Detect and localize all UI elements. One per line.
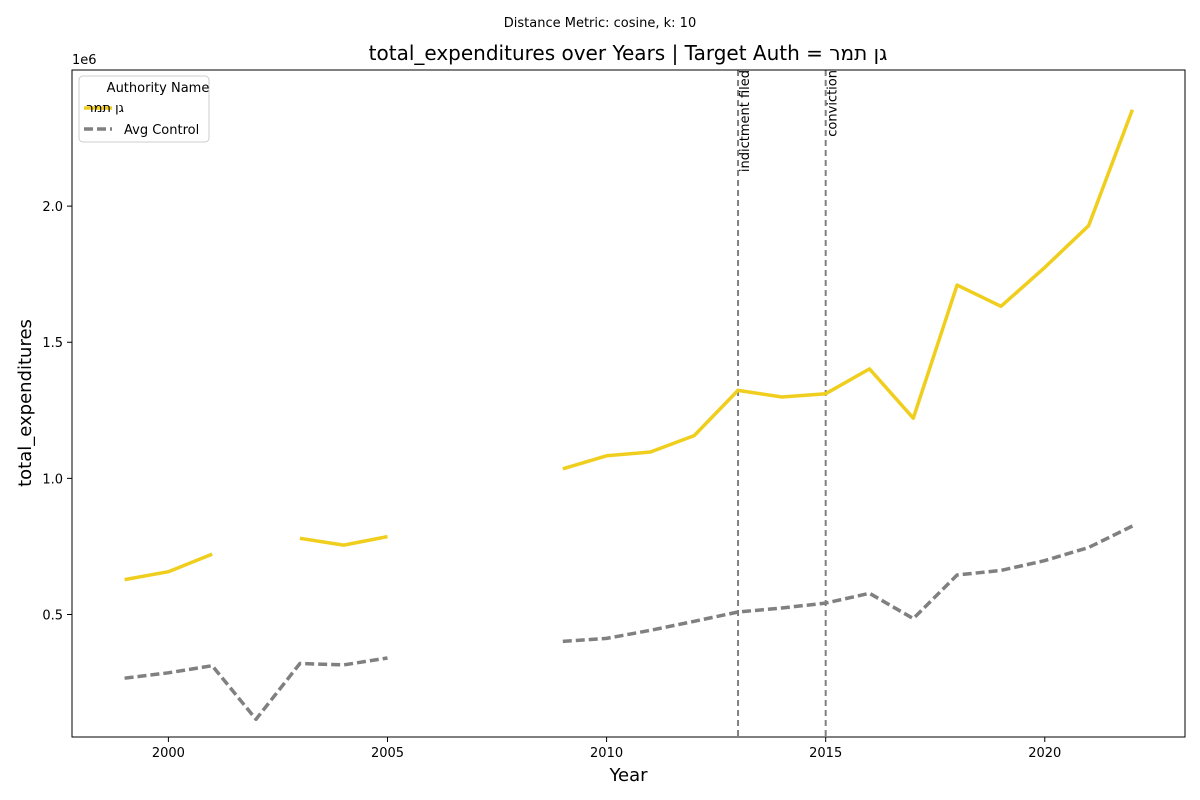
- data-point: [1000, 569, 1003, 572]
- data-point: [1131, 108, 1134, 111]
- plot-area-frame: [71, 69, 1186, 738]
- data-point: [211, 553, 214, 556]
- x-tick-label: 2020: [1028, 746, 1061, 761]
- data-point: [1131, 525, 1134, 528]
- legend-title: Authority Name: [107, 81, 210, 96]
- legend-label-target: גן תמר: [86, 101, 124, 116]
- suptitle: Distance Metric: cosine, k: 10: [504, 16, 696, 31]
- series-line: [124, 552, 213, 582]
- y-axis-label: total_expenditures: [15, 319, 36, 487]
- data-point: [1043, 559, 1046, 562]
- data-point: [824, 602, 827, 605]
- data-point: [605, 637, 608, 640]
- data-point: [693, 434, 696, 437]
- data-point: [386, 535, 389, 538]
- y-tick-label: 0.5: [42, 608, 63, 623]
- plot-layer: indictment filed conviction: [123, 70, 1135, 737]
- data-point: [167, 570, 170, 573]
- x-tick-label: 2010: [590, 746, 623, 761]
- data-point: [386, 657, 389, 660]
- data-point: [298, 537, 301, 540]
- y-axis-ticks: 0.5 1.0 1.5 2.0: [42, 200, 72, 623]
- series-line: [124, 656, 388, 722]
- data-point: [255, 718, 258, 721]
- event-label: indictment filed: [738, 70, 753, 172]
- data-point: [1087, 224, 1090, 227]
- data-point: [780, 607, 783, 610]
- data-point: [956, 574, 959, 577]
- data-point: [211, 664, 214, 667]
- x-tick-label: 2015: [809, 746, 842, 761]
- chart-title: total_expenditures over Years | Target A…: [369, 41, 888, 65]
- data-point: [123, 677, 126, 680]
- series-line: [562, 524, 1134, 644]
- data-point: [737, 389, 740, 392]
- data-point: [649, 629, 652, 632]
- data-point: [561, 640, 564, 643]
- data-point: [605, 454, 608, 457]
- data-point: [167, 671, 170, 674]
- data-point: [868, 592, 871, 595]
- data-point: [824, 392, 827, 395]
- x-tick-label: 2000: [152, 746, 185, 761]
- y-tick-label: 2.0: [42, 200, 63, 215]
- y-tick-label: 1.5: [42, 336, 63, 351]
- data-point: [1043, 266, 1046, 269]
- x-axis-ticks: 2000 2005 2010 2015 2020: [152, 737, 1061, 761]
- data-point: [342, 663, 345, 666]
- legend-box: [78, 75, 210, 143]
- series-line: [562, 109, 1135, 471]
- data-point: [868, 367, 871, 370]
- data-point: [342, 544, 345, 547]
- data-point: [1087, 546, 1090, 549]
- data-point: [912, 417, 915, 420]
- data-point: [561, 467, 564, 470]
- event-label: conviction: [826, 70, 841, 137]
- legend: Authority Name גן תמר Avg Control: [78, 75, 210, 143]
- series-line: [299, 534, 388, 547]
- data-point: [737, 611, 740, 614]
- x-tick-label: 2005: [371, 746, 404, 761]
- data-point: [1000, 305, 1003, 308]
- data-point: [780, 396, 783, 399]
- data-point: [123, 578, 126, 581]
- data-point: [956, 284, 959, 287]
- data-point: [693, 620, 696, 623]
- y-tick-label: 1.0: [42, 472, 63, 487]
- data-point: [298, 662, 301, 665]
- y-offset-label: 1e6: [72, 53, 97, 68]
- data-point: [649, 451, 652, 454]
- x-axis-label: Year: [608, 765, 648, 786]
- legend-label-control: Avg Control: [124, 123, 199, 138]
- data-point: [912, 617, 915, 620]
